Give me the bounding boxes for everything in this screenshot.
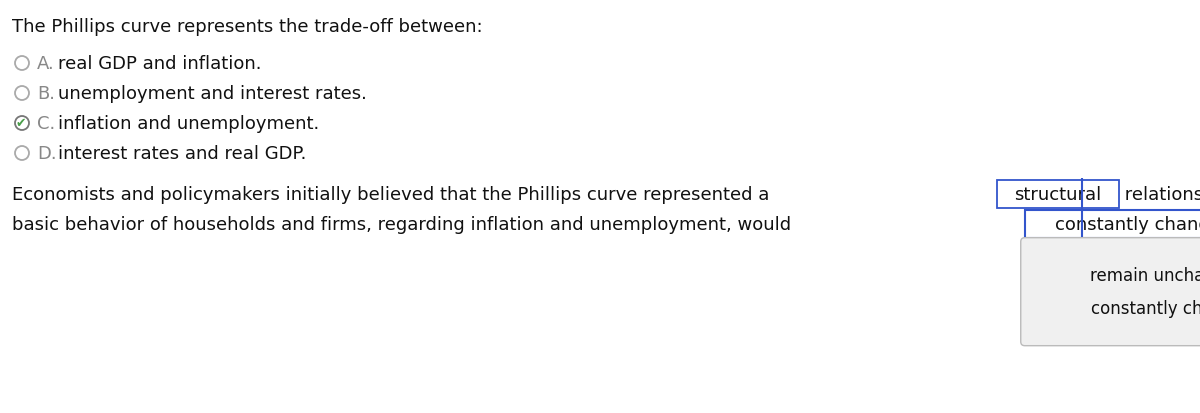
Circle shape <box>14 117 29 131</box>
Text: interest rates and real GDP.: interest rates and real GDP. <box>58 145 306 163</box>
Text: real GDP and inflation.: real GDP and inflation. <box>58 55 262 73</box>
Text: unemployment and interest rates.: unemployment and interest rates. <box>58 85 367 103</box>
Text: relationship in the economy because they believed: relationship in the economy because they… <box>1120 185 1200 204</box>
FancyBboxPatch shape <box>1021 238 1200 346</box>
Text: Economists and policymakers initially believed that the Phillips curve represent: Economists and policymakers initially be… <box>12 185 775 204</box>
Text: basic behavior of households and firms, regarding inflation and unemployment, wo: basic behavior of households and firms, … <box>12 216 797 233</box>
Text: A.: A. <box>37 55 55 73</box>
Text: structural: structural <box>1014 185 1102 204</box>
Text: D.: D. <box>37 145 56 163</box>
FancyBboxPatch shape <box>1025 211 1200 238</box>
Circle shape <box>14 57 29 71</box>
Text: ✔: ✔ <box>16 117 26 130</box>
FancyBboxPatch shape <box>997 181 1120 208</box>
Text: The Phillips curve represents the trade-off between:: The Phillips curve represents the trade-… <box>12 18 482 36</box>
Text: constantly change: constantly change <box>1091 299 1200 318</box>
Text: remain unchanged: remain unchanged <box>1090 266 1200 284</box>
Text: constantly change: constantly change <box>1055 216 1200 233</box>
Circle shape <box>14 87 29 101</box>
Text: B.: B. <box>37 85 55 103</box>
Text: inflation and unemployment.: inflation and unemployment. <box>58 115 319 133</box>
Text: C.: C. <box>37 115 55 133</box>
Circle shape <box>14 147 29 161</box>
